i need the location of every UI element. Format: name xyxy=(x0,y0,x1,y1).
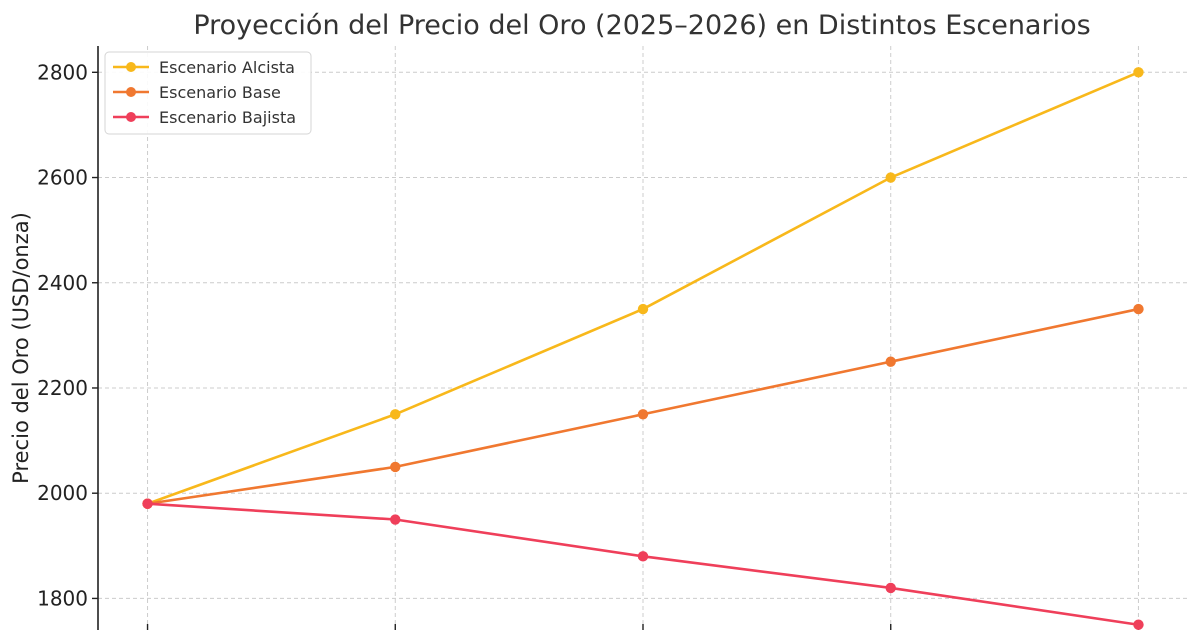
series xyxy=(142,67,1144,630)
chart-title: Proyección del Precio del Oro (2025–2026… xyxy=(193,10,1090,41)
data-point xyxy=(1133,303,1144,315)
y-tick-label: 2200 xyxy=(37,376,88,400)
y-tick-label: 2600 xyxy=(37,166,88,190)
legend-marker xyxy=(126,87,136,97)
y-tick-label: 2000 xyxy=(37,481,88,505)
legend-item: Escenario Base xyxy=(113,83,281,102)
y-tick-label: 2400 xyxy=(37,271,88,295)
axes: 1800 2000 2200 2400 2600 2800 xyxy=(37,46,1140,630)
data-point xyxy=(637,551,649,562)
data-point xyxy=(885,356,896,367)
data-point xyxy=(142,498,153,509)
y-tick-label: 2800 xyxy=(37,60,88,84)
data-point xyxy=(390,514,401,525)
legend-marker xyxy=(126,62,136,72)
data-point xyxy=(1133,67,1144,78)
legend-item: Escenario Bajista xyxy=(113,108,296,127)
legend: Escenario Alcista Escenario Base Escenario… xyxy=(104,51,312,135)
legend-label: Escenario Alcista xyxy=(159,58,295,77)
legend-label: Escenario Bajista xyxy=(159,108,296,127)
data-point xyxy=(885,172,896,183)
y-tick-label: 1800 xyxy=(37,586,88,610)
data-point xyxy=(885,582,896,594)
data-point xyxy=(637,303,649,315)
grid xyxy=(98,46,1188,630)
legend-box xyxy=(104,51,312,135)
legend-marker xyxy=(126,112,136,122)
data-point xyxy=(390,409,401,420)
series-1 xyxy=(142,303,1144,509)
y-axis-label: Precio del Oro (USD/onza) xyxy=(9,212,33,484)
data-point xyxy=(637,409,649,420)
y-axis-ticks: 1800 2000 2200 2400 2600 2800 xyxy=(37,60,98,610)
series-2 xyxy=(142,498,1144,630)
x-axis-ticks xyxy=(146,624,1140,630)
data-point xyxy=(390,461,401,473)
legend-item: Escenario Alcista xyxy=(113,58,295,77)
data-point xyxy=(1133,619,1144,630)
legend-label: Escenario Base xyxy=(159,83,281,102)
